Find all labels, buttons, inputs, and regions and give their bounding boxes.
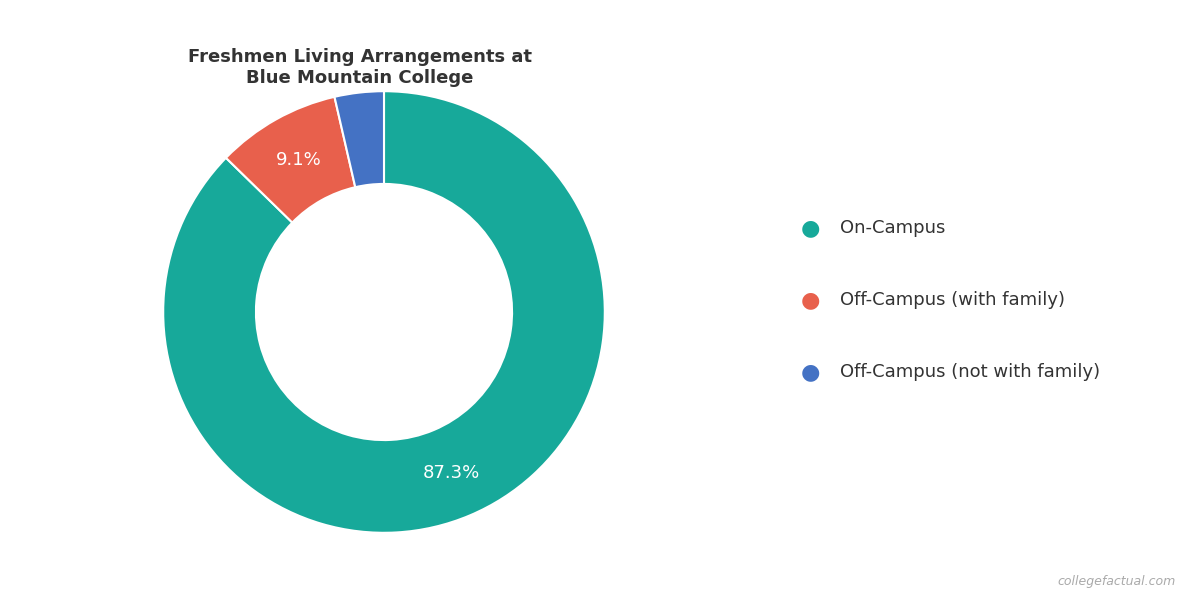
Wedge shape bbox=[226, 97, 355, 223]
Text: collegefactual.com: collegefactual.com bbox=[1057, 575, 1176, 588]
Text: ●: ● bbox=[800, 290, 820, 310]
Text: ●: ● bbox=[800, 218, 820, 238]
Text: On-Campus: On-Campus bbox=[840, 219, 946, 237]
Wedge shape bbox=[335, 91, 384, 187]
Text: Off-Campus (with family): Off-Campus (with family) bbox=[840, 291, 1066, 309]
Text: 87.3%: 87.3% bbox=[424, 464, 480, 482]
Text: 9.1%: 9.1% bbox=[276, 151, 322, 169]
Wedge shape bbox=[163, 91, 605, 533]
Text: ●: ● bbox=[800, 362, 820, 382]
Text: Freshmen Living Arrangements at
Blue Mountain College: Freshmen Living Arrangements at Blue Mou… bbox=[188, 48, 532, 87]
Text: Off-Campus (not with family): Off-Campus (not with family) bbox=[840, 363, 1100, 381]
